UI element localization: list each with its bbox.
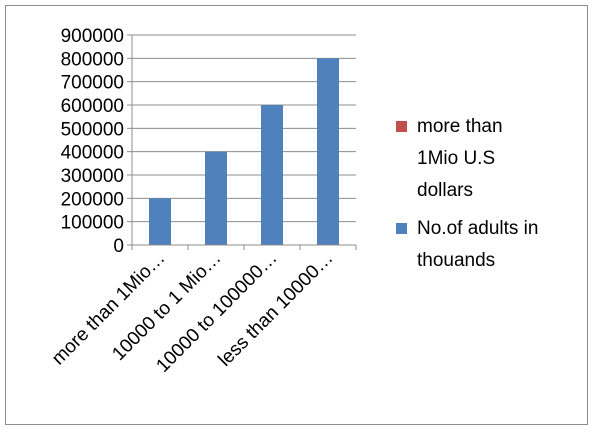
- y-tick-label: 300000: [61, 166, 124, 187]
- y-tick-label: 100000: [61, 213, 124, 234]
- bar: [317, 58, 339, 246]
- bar: [261, 105, 283, 245]
- y-tick-label: 400000: [61, 143, 124, 164]
- legend-label: No.of adults in: [417, 218, 538, 239]
- y-tick-label: 900000: [61, 26, 124, 47]
- bar: [205, 151, 227, 245]
- x-axis-category-labels: more than 1Mio…10000 to 1 Mio…10000 to 1…: [48, 248, 338, 377]
- bars: [149, 58, 339, 246]
- y-tick-label: 800000: [61, 49, 124, 70]
- legend-label: thouands: [417, 250, 495, 271]
- legend-label: dollars: [417, 180, 473, 201]
- y-tick-label: 500000: [61, 119, 124, 140]
- legend-swatch: [396, 223, 407, 234]
- y-tick-label: 600000: [61, 96, 124, 117]
- y-tick-label: 700000: [61, 73, 124, 94]
- chart-frame: [5, 5, 588, 425]
- y-tick-label: 0: [113, 236, 124, 257]
- y-tick-label: 200000: [61, 189, 124, 210]
- legend-label: more than: [417, 116, 503, 137]
- legend-label: 1Mio U.S: [417, 148, 495, 169]
- x-axis-tick-marks: [131, 245, 357, 250]
- legend: more than 1Mio U.S dollars No.of adults in t…: [396, 116, 538, 271]
- legend-swatch: [396, 121, 407, 132]
- bar: [149, 198, 171, 245]
